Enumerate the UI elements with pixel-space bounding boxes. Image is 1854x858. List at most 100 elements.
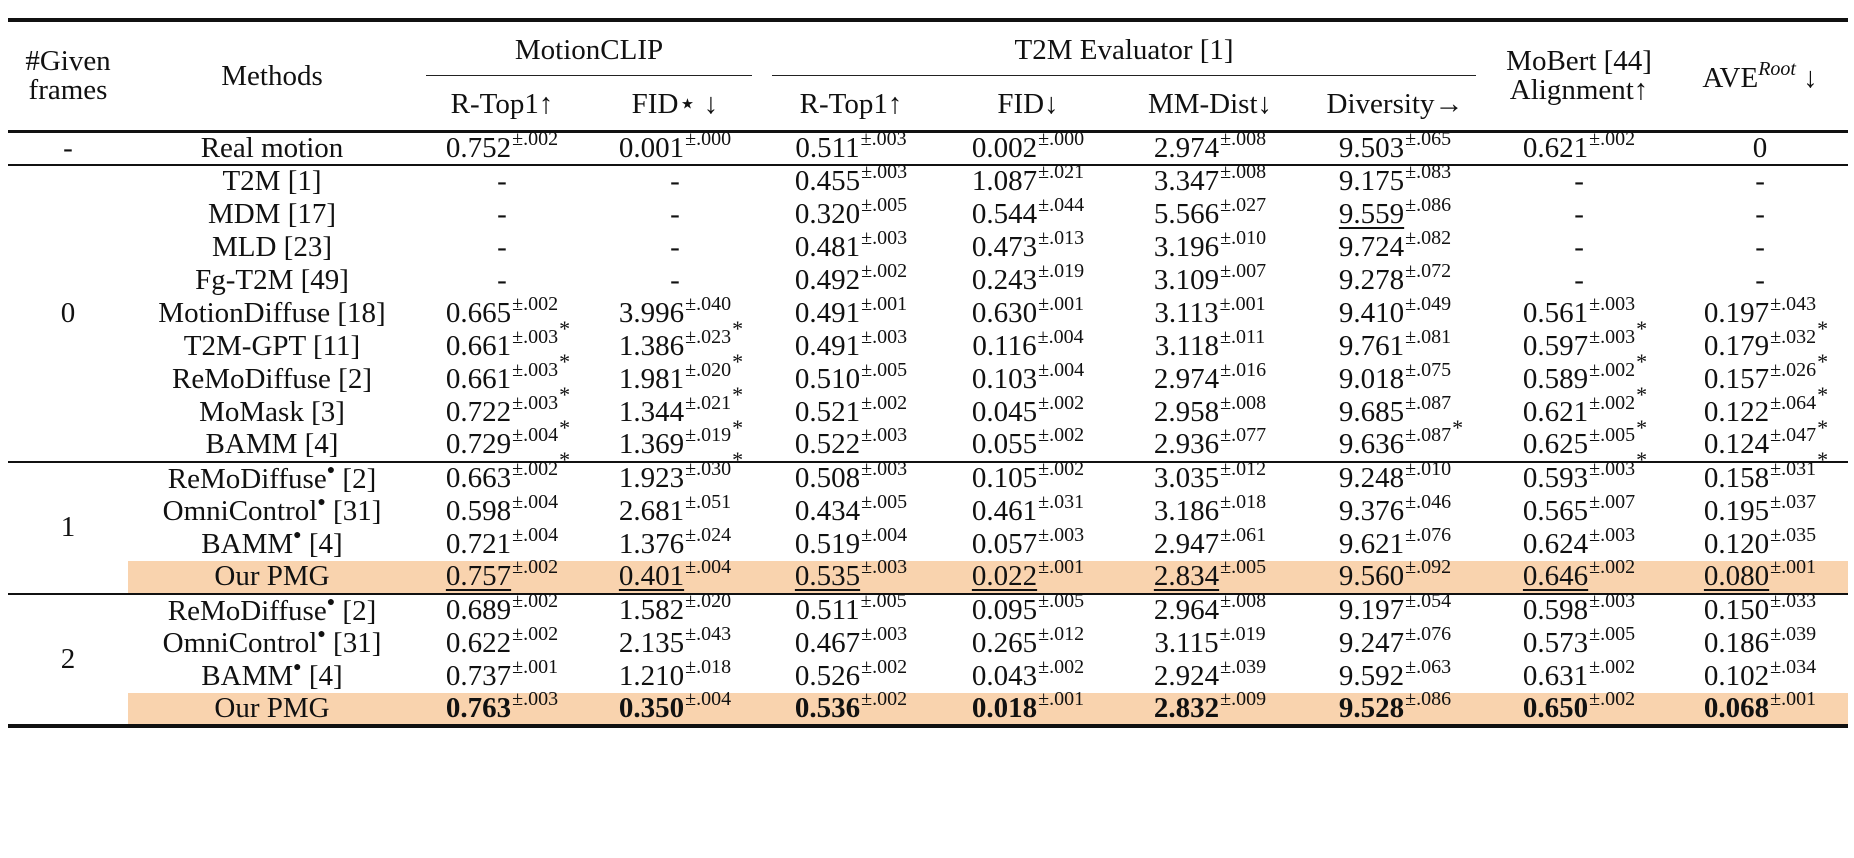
cell-value: 9.376 <box>1338 494 1405 527</box>
cell-std: ±.020 <box>685 590 732 612</box>
value-cell: 0.511±.003 <box>762 129 940 165</box>
cell-value: 0.646 <box>1522 560 1589 592</box>
cell-value: - <box>670 165 680 197</box>
value-cell: 0.650±.002 <box>1486 689 1673 726</box>
method-name: Our PMG <box>214 691 330 724</box>
cell-std: ±.010 <box>1405 458 1452 480</box>
cell-std: ±.002 <box>1589 655 1636 678</box>
cell-std: ±.005 <box>861 490 908 513</box>
value-cell: - <box>1486 231 1672 264</box>
cell-star-marker: * <box>1817 381 1829 407</box>
cell-std: ±.005 <box>861 358 908 381</box>
value-cell: 9.592±.063 <box>1304 657 1486 693</box>
value-cell: 0.721±.004 <box>416 525 588 561</box>
cell-value: 0.526 <box>794 659 861 692</box>
cell-value: - <box>1755 263 1765 296</box>
cell-std: ±.004 <box>1038 358 1085 381</box>
cell-std: ±.001 <box>1038 292 1085 315</box>
cell-value: - <box>1574 165 1584 197</box>
cell-star-marker: * <box>1636 348 1648 374</box>
cell-std: ±.003 <box>861 325 908 348</box>
ave-label: AVE <box>1702 62 1759 94</box>
value-cell: 0.665±.002 * <box>416 294 588 340</box>
table-section: 1 ReMoDiffuse● [2] 0.663±.002 1.923±.030 0.5… <box>8 459 1849 594</box>
cell-value: 0.043 <box>971 659 1038 692</box>
table-row: 2 ReMoDiffuse● [2] 0.689±.002 1.582±.020 0.5… <box>8 591 1848 673</box>
cell-value: 1.376 <box>618 527 685 560</box>
cell-value: 3.347 <box>1153 165 1220 197</box>
cell-value: 0.763 <box>445 691 512 724</box>
method-cell: T2M [1] <box>128 165 416 198</box>
value-cell: 0.522±.003 <box>762 425 940 462</box>
cell-value: - <box>1755 165 1765 197</box>
table-row: Fg-T2M [49] - -0.492±.002 0.243±.019 3.109±.… <box>8 261 1848 297</box>
cell-std: ±.005 <box>1589 424 1636 446</box>
cell-value: 0.661 <box>445 362 512 395</box>
value-cell: 2.834±.005 <box>1116 557 1304 594</box>
cell-value: 1.369 <box>618 428 685 460</box>
value-cell: 0.491±.003 <box>762 327 940 363</box>
value-cell: - <box>588 264 762 297</box>
cell-std: ±.003 <box>512 687 559 710</box>
cell-value: 0.536 <box>794 691 861 724</box>
cell-std: ±.027 <box>1220 193 1267 216</box>
cell-value: - <box>1755 230 1765 263</box>
value-cell: 0.737±.001 <box>416 657 588 693</box>
cell-value: - <box>1574 230 1584 263</box>
cell-value: 0.018 <box>971 691 1038 724</box>
value-cell: 0.105±.002 <box>940 459 1116 495</box>
value-cell: 0.157±.026 * <box>1672 360 1848 406</box>
cell-value: 3.113 <box>1154 296 1219 329</box>
cell-std: ±.081 <box>1405 325 1452 348</box>
cell-std: ±.051 <box>685 490 732 513</box>
value-cell: 0.401±.004 <box>588 557 762 594</box>
cell-std: ±.001 <box>1770 556 1817 578</box>
cell-star-marker: * <box>1636 315 1648 341</box>
bullet-marker: ● <box>317 627 326 642</box>
value-cell: 0.536±.002 <box>762 689 940 726</box>
cell-std: ±.086 <box>1405 687 1452 710</box>
value-cell: - <box>416 198 588 231</box>
cell-value: 0.157 <box>1703 362 1770 395</box>
value-cell: 0.757±.002 <box>416 557 588 594</box>
value-cell: 1.981±.020 * <box>588 360 762 406</box>
cell-std: ±.008 <box>1220 127 1267 150</box>
cell-std: ±.004 <box>861 523 908 546</box>
cell-value: 0.521 <box>794 395 861 428</box>
cell-value: 0.625 <box>1522 428 1589 460</box>
given-frames-header-line2: frames <box>28 74 108 106</box>
method-reference: [4] <box>308 660 343 692</box>
mobert-header-line2: Alignment↑ <box>1509 74 1649 106</box>
value-cell: 3.196±.010 <box>1116 228 1304 264</box>
cell-value: 0.320 <box>794 197 861 230</box>
cell-value: 9.621 <box>1338 527 1405 560</box>
cell-std: ±.092 <box>1405 556 1452 578</box>
cell-value: 0.122 <box>1703 395 1770 428</box>
cell-std: ±.003 <box>861 424 908 446</box>
bullet-marker: ● <box>326 462 336 478</box>
cell-value: 0.631 <box>1522 659 1589 692</box>
cell-std: ±.002 <box>861 259 908 282</box>
cell-std: ±.086 <box>1405 193 1452 216</box>
cell-value: 0.492 <box>794 263 861 296</box>
cell-value: 9.197 <box>1338 594 1405 626</box>
cell-std: ±.002 <box>861 391 908 414</box>
value-cell: 2.681±.051 <box>588 492 762 528</box>
cell-value: 0.689 <box>445 594 512 626</box>
cell-value: 2.974 <box>1153 131 1220 164</box>
table-row: OmniControl● [31] 0.622±.002 2.135±.043 0.4… <box>8 624 1848 660</box>
cell-value: 0.197 <box>1703 296 1770 329</box>
given-frames-cell: 1 <box>60 511 76 543</box>
cell-std: ±.037 <box>1770 490 1817 513</box>
method-cell: OmniControl● [31] <box>128 495 416 528</box>
cell-value: 0.001 <box>618 131 685 164</box>
cell-value: 2.135 <box>618 626 685 659</box>
value-cell: 9.175±.083 <box>1304 162 1486 198</box>
cell-value: 3.035 <box>1153 462 1220 494</box>
value-cell: 9.761±.081 <box>1304 327 1486 363</box>
cell-value: 0.737 <box>445 659 512 692</box>
value-cell: 5.566±.027 <box>1116 195 1304 231</box>
value-cell: - <box>1672 198 1848 231</box>
method-reference: [2] <box>342 462 377 495</box>
cell-value: 0.080 <box>1703 560 1770 592</box>
